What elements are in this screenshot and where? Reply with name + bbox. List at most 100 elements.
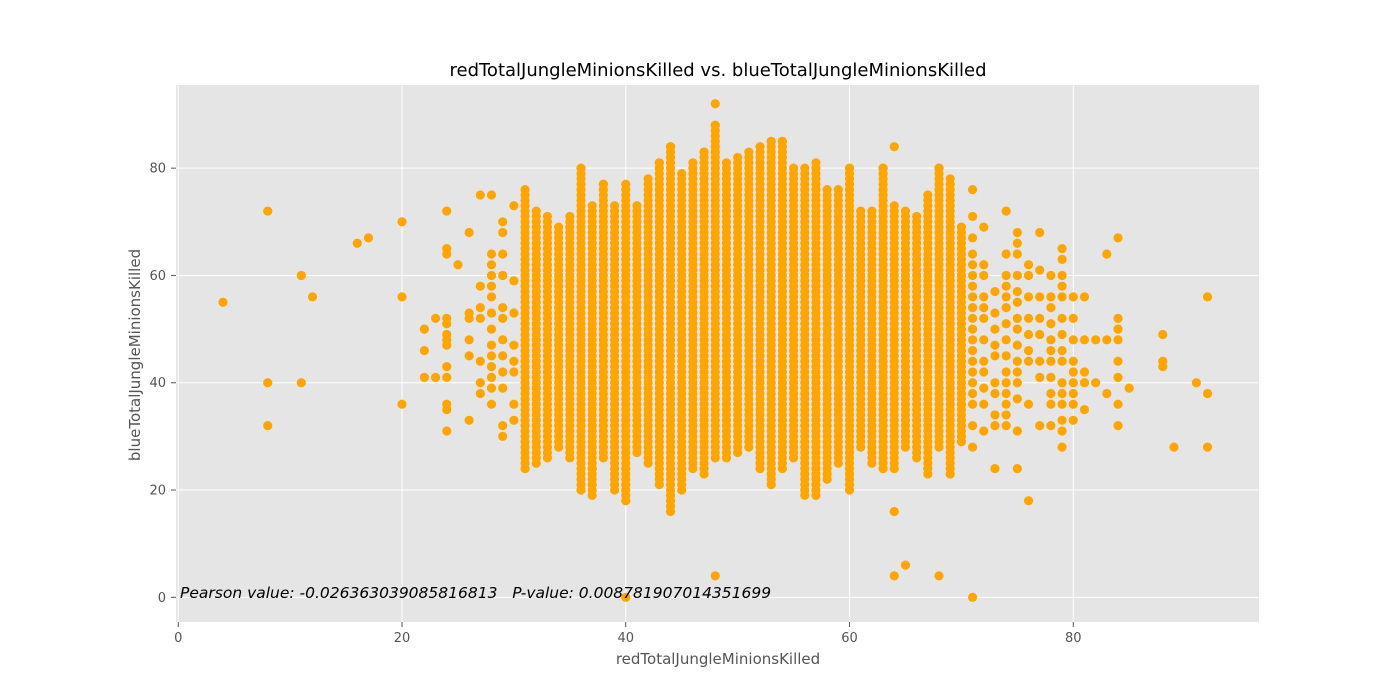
data-point bbox=[498, 313, 508, 323]
data-point bbox=[1057, 345, 1067, 356]
data-point bbox=[1001, 206, 1011, 216]
data-point bbox=[1035, 356, 1045, 366]
data-point bbox=[1057, 426, 1067, 436]
data-point bbox=[1057, 442, 1067, 452]
data-point bbox=[1057, 378, 1067, 388]
data-point bbox=[1001, 378, 1011, 388]
data-point bbox=[979, 335, 989, 345]
data-point bbox=[990, 308, 1000, 318]
data-point bbox=[587, 201, 597, 211]
pearson-annotation: Pearson value: -0.026363039085816813 P-v… bbox=[180, 584, 771, 602]
data-point bbox=[856, 206, 866, 216]
data-point bbox=[967, 356, 978, 366]
data-point bbox=[1113, 421, 1123, 431]
data-point bbox=[900, 206, 911, 216]
data-point bbox=[486, 383, 497, 393]
data-point bbox=[777, 136, 787, 146]
data-point bbox=[486, 292, 497, 302]
data-point bbox=[1079, 378, 1090, 388]
data-point bbox=[1057, 399, 1067, 409]
data-point bbox=[1012, 227, 1022, 238]
data-point bbox=[1023, 270, 1034, 281]
data-point bbox=[430, 313, 441, 323]
data-point bbox=[1057, 270, 1067, 281]
data-point bbox=[1202, 292, 1213, 302]
data-point bbox=[967, 281, 978, 291]
data-point bbox=[486, 270, 497, 281]
data-point bbox=[967, 313, 978, 323]
data-point bbox=[990, 388, 1000, 399]
data-point bbox=[990, 378, 1000, 388]
data-point bbox=[1046, 319, 1056, 329]
data-point bbox=[1001, 388, 1011, 399]
data-point bbox=[475, 190, 485, 200]
data-point bbox=[1012, 426, 1022, 436]
data-point bbox=[1046, 303, 1056, 313]
data-point bbox=[542, 211, 553, 222]
data-point bbox=[1012, 463, 1022, 474]
data-point bbox=[509, 340, 519, 350]
data-point bbox=[609, 201, 620, 211]
data-point bbox=[990, 351, 1000, 361]
data-point bbox=[889, 506, 899, 517]
data-point bbox=[1023, 399, 1034, 409]
data-point bbox=[296, 270, 306, 281]
data-point bbox=[710, 120, 720, 130]
data-point bbox=[967, 270, 978, 281]
data-point bbox=[979, 313, 989, 323]
data-point bbox=[352, 238, 362, 248]
data-point bbox=[1035, 329, 1045, 340]
data-point bbox=[263, 378, 273, 388]
data-point bbox=[1113, 372, 1123, 382]
data-point bbox=[878, 163, 888, 173]
data-point bbox=[442, 426, 452, 436]
data-point bbox=[498, 383, 508, 393]
data-point bbox=[419, 372, 429, 382]
data-point bbox=[1113, 233, 1123, 243]
data-point bbox=[486, 308, 497, 318]
data-point bbox=[1012, 340, 1022, 350]
data-point bbox=[486, 190, 497, 200]
data-point bbox=[509, 415, 519, 425]
y-tick-label: 40 bbox=[149, 376, 166, 391]
data-point bbox=[576, 485, 586, 495]
y-tick-label: 0 bbox=[158, 591, 166, 606]
data-point bbox=[1001, 281, 1011, 291]
data-point bbox=[900, 560, 911, 570]
data-point bbox=[665, 142, 676, 152]
data-point bbox=[475, 378, 485, 388]
data-point bbox=[419, 345, 429, 356]
data-point bbox=[643, 174, 653, 184]
data-point bbox=[1035, 265, 1045, 275]
data-point bbox=[1023, 292, 1034, 302]
data-point bbox=[822, 185, 832, 195]
data-point bbox=[721, 158, 732, 168]
data-point bbox=[486, 340, 497, 350]
data-point bbox=[1035, 292, 1045, 302]
data-point bbox=[509, 367, 519, 377]
y-axis-label: blueTotalJungleMinionsKilled bbox=[126, 249, 144, 461]
data-point bbox=[990, 340, 1000, 350]
data-point bbox=[486, 281, 497, 291]
data-point bbox=[1102, 335, 1112, 345]
data-point bbox=[442, 340, 452, 350]
data-point bbox=[1012, 238, 1022, 248]
data-point bbox=[1012, 270, 1022, 281]
data-point bbox=[442, 206, 452, 216]
data-point bbox=[486, 324, 497, 334]
data-point bbox=[1113, 324, 1123, 334]
data-point bbox=[498, 351, 508, 361]
data-point bbox=[1001, 249, 1011, 259]
data-point bbox=[1001, 270, 1011, 281]
data-point bbox=[218, 297, 228, 307]
data-point bbox=[498, 227, 508, 238]
data-point bbox=[1046, 388, 1056, 399]
data-point bbox=[1046, 345, 1056, 356]
data-point bbox=[967, 249, 978, 259]
data-point bbox=[967, 592, 978, 602]
data-point bbox=[453, 260, 463, 270]
data-point bbox=[945, 174, 955, 184]
data-point bbox=[1057, 281, 1067, 291]
data-point bbox=[442, 249, 452, 259]
